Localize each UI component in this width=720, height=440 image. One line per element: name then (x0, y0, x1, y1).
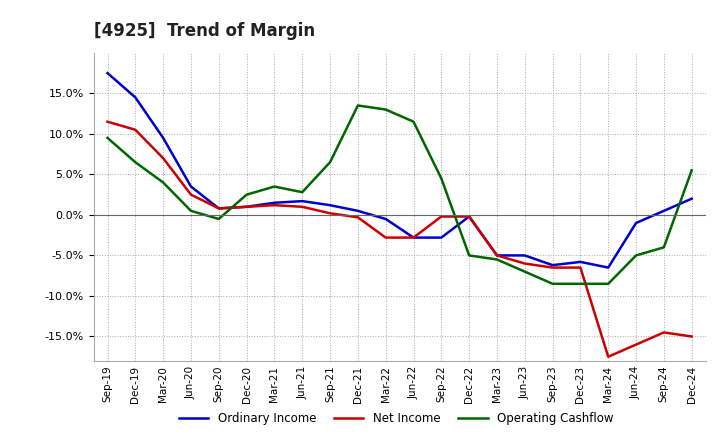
Net Income (298, 204, 307, 209)
Operating Cashflow (242, 192, 251, 197)
Operating Cashflow (131, 160, 140, 165)
Operating Cashflow (437, 176, 446, 181)
Operating Cashflow (409, 119, 418, 125)
Line: Operating Cashflow: Operating Cashflow (107, 106, 692, 284)
Net Income (492, 253, 501, 258)
Operating Cashflow (215, 216, 223, 222)
Ordinary Income (465, 214, 474, 219)
Net Income (576, 265, 585, 270)
Operating Cashflow (354, 103, 362, 108)
Ordinary Income (103, 70, 112, 76)
Net Income (604, 354, 613, 359)
Net Income (242, 204, 251, 209)
Net Income (103, 119, 112, 125)
Operating Cashflow (270, 184, 279, 189)
Ordinary Income (242, 204, 251, 209)
Ordinary Income (382, 216, 390, 222)
Net Income (186, 192, 195, 197)
Operating Cashflow (549, 281, 557, 286)
Ordinary Income (131, 95, 140, 100)
Ordinary Income (576, 259, 585, 264)
Ordinary Income (159, 135, 168, 140)
Net Income (549, 265, 557, 270)
Net Income (131, 127, 140, 132)
Ordinary Income (604, 265, 613, 270)
Text: [4925]  Trend of Margin: [4925] Trend of Margin (94, 22, 315, 40)
Ordinary Income (409, 235, 418, 240)
Net Income (631, 342, 640, 347)
Operating Cashflow (631, 253, 640, 258)
Ordinary Income (521, 253, 529, 258)
Ordinary Income (688, 196, 696, 202)
Line: Ordinary Income: Ordinary Income (107, 73, 692, 268)
Ordinary Income (437, 235, 446, 240)
Operating Cashflow (325, 160, 334, 165)
Operating Cashflow (604, 281, 613, 286)
Operating Cashflow (382, 107, 390, 112)
Net Income (660, 330, 668, 335)
Net Income (465, 214, 474, 219)
Ordinary Income (549, 263, 557, 268)
Net Income (382, 235, 390, 240)
Ordinary Income (215, 206, 223, 211)
Operating Cashflow (103, 135, 112, 140)
Operating Cashflow (521, 269, 529, 274)
Net Income (325, 211, 334, 216)
Net Income (437, 214, 446, 219)
Net Income (521, 261, 529, 266)
Operating Cashflow (492, 257, 501, 262)
Net Income (159, 155, 168, 161)
Net Income (409, 235, 418, 240)
Ordinary Income (186, 184, 195, 189)
Line: Net Income: Net Income (107, 122, 692, 357)
Operating Cashflow (576, 281, 585, 286)
Operating Cashflow (660, 245, 668, 250)
Operating Cashflow (159, 180, 168, 185)
Net Income (215, 206, 223, 211)
Ordinary Income (298, 198, 307, 204)
Operating Cashflow (186, 208, 195, 213)
Net Income (688, 334, 696, 339)
Ordinary Income (354, 208, 362, 213)
Operating Cashflow (465, 253, 474, 258)
Legend: Ordinary Income, Net Income, Operating Cashflow: Ordinary Income, Net Income, Operating C… (174, 407, 618, 430)
Ordinary Income (325, 202, 334, 208)
Net Income (354, 215, 362, 220)
Ordinary Income (492, 253, 501, 258)
Ordinary Income (660, 208, 668, 213)
Ordinary Income (270, 200, 279, 205)
Operating Cashflow (688, 168, 696, 173)
Net Income (270, 202, 279, 208)
Operating Cashflow (298, 190, 307, 195)
Ordinary Income (631, 220, 640, 226)
